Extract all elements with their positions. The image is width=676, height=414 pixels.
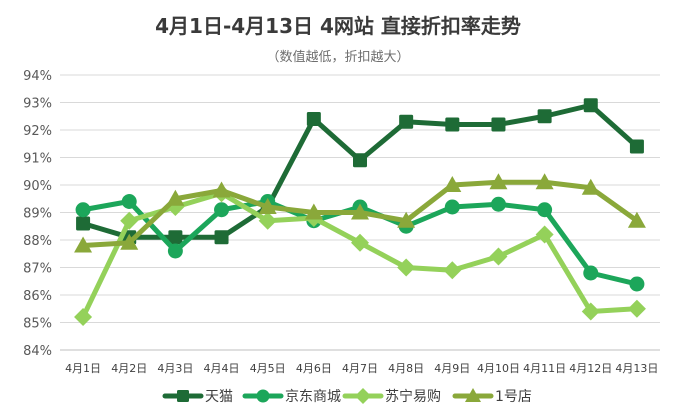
legend-marker [355,388,371,404]
data-point [629,139,644,154]
x-tick-label: 4月9日 [434,362,470,375]
data-point [306,112,321,126]
x-tick-label: 4月3日 [157,362,193,375]
data-point [443,261,462,280]
data-point [443,176,462,192]
data-point [583,265,599,281]
x-tick-label: 4月1日 [65,362,101,375]
data-point [489,247,508,266]
data-point [74,308,93,326]
data-point [214,202,230,218]
data-point [490,196,506,212]
legend-item: 苏宁易购 [342,388,441,405]
data-point [168,230,183,245]
x-tick-label: 4月2日 [111,362,147,375]
data-point [167,243,183,259]
data-point [120,211,139,230]
data-point [166,189,185,206]
data-point [491,117,506,132]
legend-item: 天猫 [162,389,233,405]
data-point [537,109,552,124]
data-point [120,233,139,250]
data-point [627,211,646,228]
x-tick-label: 4月7日 [342,362,378,375]
legend-item: 京东商城 [242,389,341,405]
legend-marker [177,390,189,402]
x-tick-label: 4月12日 [569,362,612,375]
data-point [351,233,369,252]
y-tick-label: 92% [23,124,52,139]
x-tick-label: 4月13日 [615,362,658,375]
data-point [399,114,414,129]
data-point [445,117,460,132]
series-lines [74,98,646,326]
data-point [489,173,508,190]
series-square [76,98,644,245]
data-point [629,276,645,292]
x-tick-label: 4月11日 [523,362,566,375]
data-point [537,202,553,218]
y-tick-label: 87% [23,262,52,277]
data-point [304,203,323,220]
chart-title: 4月1日-4月13日 4网站 直接折扣率走势 [155,14,521,38]
data-point [581,178,600,195]
x-axis-ticks: 4月1日 4月2日 4月3日 4月4日 4月5日 4月6日 4月7日 4月8日 4月9日 4月10… [60,349,660,375]
data-point [444,199,460,215]
y-tick-label: 94% [23,69,52,84]
chart-subtitle: （数值越低，折扣越大） [266,50,410,65]
legend-item: 1号店 [452,388,532,405]
y-tick-label: 90% [23,179,52,194]
data-point [581,302,600,321]
data-point [397,258,416,277]
x-tick-label: 4月8日 [388,362,424,375]
data-point [351,203,369,220]
y-tick-label: 86% [23,289,52,304]
data-point [212,181,231,198]
legend-label: 苏宁易购 [385,388,441,405]
legend-label: 1号店 [495,389,532,405]
x-tick-label: 4月5日 [250,362,286,375]
y-tick-label: 88% [23,234,52,249]
legend-marker [256,389,270,403]
data-point [258,198,277,214]
data-point [75,202,91,218]
x-tick-label: 4月10日 [477,362,520,375]
y-tick-label: 93% [23,97,52,112]
data-point [214,230,229,245]
legend-marker [465,388,481,402]
data-point [258,211,277,230]
data-point [627,299,646,318]
data-point [74,236,93,253]
data-point [535,173,554,190]
data-point [121,194,137,209]
x-tick-label: 4月6日 [296,362,332,375]
y-tick-label: 91% [23,152,52,167]
y-tick-label: 85% [23,317,52,332]
y-tick-label: 84% [23,344,52,359]
data-point [583,98,598,113]
y-axis-ticks: 84% 85% 86% 87% 88% 89% 90% 91% 92% 93% 94% [23,69,52,359]
series-diamond [74,184,646,326]
legend-label: 天猫 [205,389,233,405]
data-point [353,153,367,168]
series-triangle [74,173,646,253]
legend-label: 京东商城 [285,389,341,405]
x-tick-label: 4月4日 [204,362,240,375]
legend: 天猫 京东商城 苏宁易购 1号店 [162,388,532,405]
data-point [76,216,91,231]
data-point [535,225,554,244]
y-tick-label: 89% [23,207,52,222]
data-point [397,211,416,228]
